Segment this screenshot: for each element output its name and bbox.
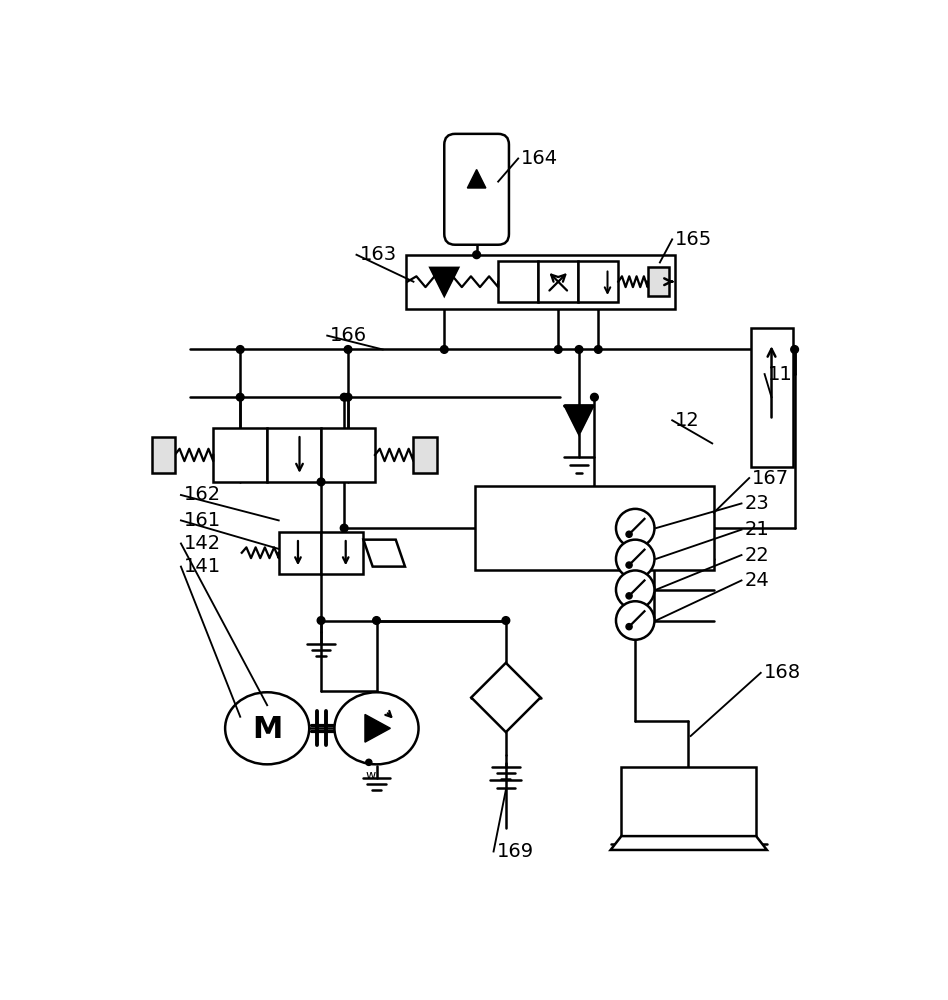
Text: M: M	[252, 715, 283, 744]
Polygon shape	[430, 268, 458, 296]
Circle shape	[318, 617, 325, 624]
Circle shape	[373, 617, 380, 624]
Circle shape	[575, 346, 583, 353]
Text: 21: 21	[744, 520, 770, 539]
Circle shape	[616, 601, 654, 640]
Circle shape	[626, 593, 632, 599]
Bar	[267, 428, 321, 482]
Polygon shape	[467, 170, 485, 188]
Text: 167: 167	[753, 469, 790, 488]
Text: 142: 142	[184, 534, 221, 553]
Bar	[647, 267, 669, 296]
Bar	[213, 428, 267, 482]
Circle shape	[626, 531, 632, 537]
Circle shape	[616, 540, 654, 578]
Circle shape	[340, 393, 348, 401]
Text: 166: 166	[330, 326, 368, 345]
Circle shape	[626, 562, 632, 568]
Circle shape	[236, 346, 244, 353]
Polygon shape	[565, 406, 592, 434]
Bar	[279, 532, 321, 574]
Text: 164: 164	[521, 149, 558, 168]
Bar	[413, 437, 437, 473]
Bar	[498, 261, 538, 302]
Ellipse shape	[335, 692, 419, 764]
Text: w: w	[365, 769, 375, 782]
Polygon shape	[363, 540, 405, 567]
Ellipse shape	[225, 692, 309, 764]
Circle shape	[594, 346, 602, 353]
FancyBboxPatch shape	[445, 134, 509, 245]
Circle shape	[340, 524, 348, 532]
Circle shape	[441, 346, 448, 353]
Circle shape	[555, 346, 562, 353]
Circle shape	[591, 393, 598, 401]
Text: 165: 165	[675, 230, 713, 249]
Text: 161: 161	[184, 511, 221, 530]
Text: 163: 163	[359, 245, 396, 264]
Circle shape	[236, 393, 244, 401]
Polygon shape	[471, 663, 540, 732]
Text: 11: 11	[768, 365, 793, 384]
Circle shape	[318, 478, 325, 486]
Polygon shape	[430, 268, 458, 296]
Bar	[321, 428, 375, 482]
Text: 23: 23	[744, 494, 770, 513]
Bar	[152, 437, 174, 473]
Bar	[321, 532, 363, 574]
Circle shape	[616, 509, 654, 547]
Bar	[538, 261, 578, 302]
Polygon shape	[611, 836, 767, 850]
Bar	[475, 486, 714, 570]
Bar	[751, 328, 793, 466]
Text: 22: 22	[744, 546, 770, 565]
Text: 12: 12	[675, 411, 700, 430]
Circle shape	[791, 346, 798, 353]
Bar	[406, 255, 675, 309]
Circle shape	[344, 346, 352, 353]
Polygon shape	[565, 406, 592, 434]
Bar	[621, 767, 757, 836]
Text: 168: 168	[764, 663, 801, 682]
Circle shape	[616, 570, 654, 609]
Circle shape	[626, 624, 632, 630]
Circle shape	[473, 251, 481, 259]
Circle shape	[502, 617, 510, 624]
Text: 141: 141	[184, 557, 221, 576]
Text: 169: 169	[497, 842, 534, 861]
Text: 24: 24	[744, 571, 770, 590]
Circle shape	[366, 759, 372, 765]
Polygon shape	[365, 714, 391, 742]
Circle shape	[344, 393, 352, 401]
Text: 162: 162	[184, 485, 221, 504]
Bar	[578, 261, 618, 302]
